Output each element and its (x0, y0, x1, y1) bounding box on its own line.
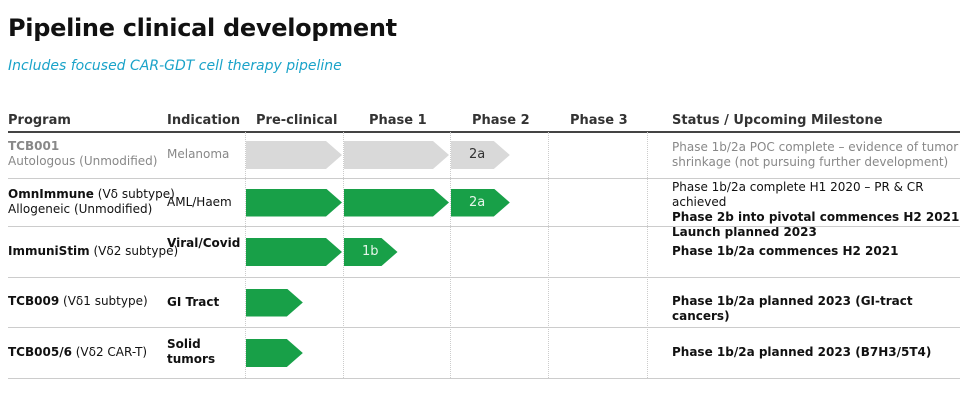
column-divider (450, 132, 451, 378)
program-cell: ImmuniStim (Vδ2 subtype) (8, 244, 178, 259)
row-divider (8, 327, 960, 328)
column-divider (647, 132, 648, 378)
header-status: Status / Upcoming Milestone (672, 113, 883, 128)
status-line: Launch planned 2023 (672, 225, 817, 239)
column-divider (343, 132, 344, 378)
row-divider (8, 226, 960, 227)
program-name: OmnImmune (8, 186, 94, 201)
progress-arrow (246, 189, 342, 217)
column-divider (245, 132, 246, 378)
status-cell: Phase 1b/2a planned 2023 (B7H3/5T4) (672, 345, 962, 360)
row-divider (8, 178, 960, 179)
status-line: Phase 2b into pivotal commences H2 2021 (672, 210, 960, 224)
program-cell: OmnImmune (Vδ subtype) Allogeneic (Unmodi… (8, 187, 175, 217)
header-program: Program (8, 113, 71, 128)
indication-cell: Viral/Covid (167, 236, 241, 250)
column-divider (548, 132, 549, 378)
page-title: Pipeline clinical development (8, 14, 397, 42)
status-cell: Phase 1b/2a POC complete – evidence of t… (672, 140, 962, 170)
program-cell: TCB009 (Vδ1 subtype) (8, 294, 148, 309)
program-name: TCB005/6 (8, 344, 72, 359)
progress-arrow (246, 289, 303, 317)
program-name: ImmuniStim (8, 243, 90, 258)
progress-arrow (246, 141, 342, 169)
header-phase1: Phase 1 (369, 113, 427, 128)
program-cell: TCB005/6 (Vδ2 CAR-T) (8, 345, 147, 360)
status-line: Phase 1b/2a POC complete – evidence of t… (672, 140, 959, 169)
indication-cell: Melanoma (167, 147, 230, 161)
row-divider (8, 378, 960, 379)
page-subtitle: Includes focused CAR-GDT cell therapy pi… (8, 58, 342, 74)
progress-arrow: 1b (344, 238, 398, 266)
progress-arrow (344, 141, 449, 169)
program-cell: TCB001 Autologous (Unmodified) (8, 139, 157, 169)
progress-arrow (344, 189, 449, 217)
status-line: Phase 1b/2a planned 2023 (GI-tract cance… (672, 294, 913, 323)
status-cell: Phase 1b/2a complete H1 2020 – PR & CR a… (672, 180, 962, 240)
header-indication: Indication (167, 113, 241, 128)
program-subtype: (Vδ subtype) (97, 186, 175, 201)
header-phase2: Phase 2 (472, 113, 530, 128)
status-line: Phase 1b/2a complete H1 2020 – PR & CR a… (672, 180, 924, 209)
indication-cell: GI Tract (167, 294, 220, 309)
program-subtype: (Vδ2 subtype) (93, 243, 179, 258)
progress-arrow: 2a (451, 141, 510, 169)
header-divider (8, 131, 960, 133)
status-line: Phase 1b/2a planned 2023 (B7H3/5T4) (672, 344, 932, 359)
indication-cell: Solid tumors (167, 337, 216, 366)
progress-arrow: 2a (451, 189, 510, 217)
status-cell: Phase 1b/2a planned 2023 (GI-tract cance… (672, 294, 962, 324)
program-name: TCB009 (8, 294, 60, 308)
row-divider (8, 277, 960, 278)
program-name: TCB001 (8, 139, 60, 153)
progress-arrow (246, 238, 342, 266)
program-type: Autologous (Unmodified) (8, 154, 158, 168)
header-phase3: Phase 3 (570, 113, 628, 128)
status-cell: Phase 1b/2a commences H2 2021 (672, 244, 962, 259)
program-subtype: (Vδ1 subtype) (63, 294, 148, 308)
header-preclinical: Pre-clinical (256, 113, 338, 128)
program-type: Allogeneic (Unmodified) (8, 201, 153, 216)
indication-cell: AML/Haem (167, 194, 232, 209)
progress-arrow (246, 339, 303, 367)
status-line: Phase 1b/2a commences H2 2021 (672, 243, 899, 258)
program-subtype: (Vδ2 CAR-T) (75, 344, 148, 359)
